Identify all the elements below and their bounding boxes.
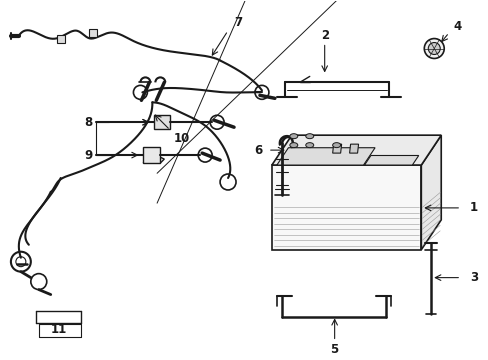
Text: 9: 9 bbox=[84, 149, 93, 162]
Polygon shape bbox=[349, 144, 358, 153]
Bar bbox=[57, 35, 64, 42]
Polygon shape bbox=[332, 144, 341, 153]
Polygon shape bbox=[364, 156, 418, 165]
Ellipse shape bbox=[289, 134, 297, 139]
Text: 5: 5 bbox=[330, 343, 338, 356]
Circle shape bbox=[424, 39, 443, 58]
Ellipse shape bbox=[305, 143, 313, 148]
Polygon shape bbox=[276, 148, 374, 165]
Bar bbox=[88, 28, 96, 37]
Polygon shape bbox=[421, 135, 440, 250]
Text: 7: 7 bbox=[233, 16, 242, 29]
Polygon shape bbox=[143, 151, 164, 163]
Ellipse shape bbox=[289, 143, 297, 148]
Text: 6: 6 bbox=[253, 144, 262, 157]
Text: 3: 3 bbox=[469, 271, 477, 284]
Text: 4: 4 bbox=[452, 20, 460, 33]
Polygon shape bbox=[271, 165, 421, 250]
Text: 10: 10 bbox=[174, 132, 190, 145]
Text: 2: 2 bbox=[320, 29, 328, 42]
Text: 11: 11 bbox=[50, 323, 67, 336]
Text: 8: 8 bbox=[84, 116, 93, 129]
Circle shape bbox=[427, 42, 439, 54]
Ellipse shape bbox=[305, 134, 313, 139]
Ellipse shape bbox=[332, 143, 340, 148]
Text: 1: 1 bbox=[469, 201, 477, 215]
Polygon shape bbox=[143, 147, 160, 163]
Polygon shape bbox=[271, 135, 440, 165]
Polygon shape bbox=[154, 115, 170, 129]
